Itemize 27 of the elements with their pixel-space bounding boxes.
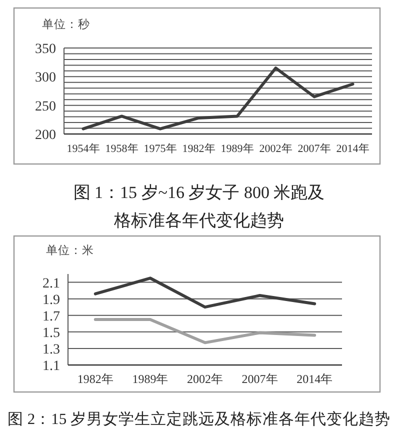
y-tick-label: 1.5 [42, 326, 60, 341]
y-tick-label: 350 [35, 42, 56, 57]
x-tick-label: 2014年 [336, 143, 370, 155]
text: 图 2：15 岁男女学生立定跳远及格标准各年代变化趋势 [6, 410, 392, 430]
y-axis-title: 单位：秒 [42, 18, 90, 31]
text: 图 1：15 岁~16 岁女子 800 米跑及格标准各年代变化趋势 [72, 182, 326, 232]
x-tick-label: 2002年 [187, 372, 223, 386]
y-tick-label: 2.1 [42, 276, 60, 292]
y-tick-label: 1.1 [42, 359, 60, 374]
y-tick-label: 1.7 [42, 309, 60, 324]
x-tick-label: 1958年 [105, 143, 138, 155]
y-tick-label: 300 [35, 70, 56, 86]
y-tick-label: 200 [35, 128, 56, 143]
x-tick-label: 1982年 [182, 143, 216, 155]
x-tick-label: 1989年 [220, 143, 254, 155]
y-tick-label: 1.3 [42, 342, 60, 358]
x-tick-label: 2007年 [242, 372, 278, 386]
x-tick-label: 1982年 [77, 372, 114, 386]
y-tick-label: 250 [35, 99, 56, 114]
x-tick-label: 1989年 [132, 372, 168, 386]
x-tick-label: 2007年 [298, 143, 331, 155]
y-axis-title: 单位：米 [46, 244, 94, 257]
y-tick-label: 1.9 [42, 292, 60, 308]
x-tick-label: 1975年 [144, 143, 177, 155]
x-tick-label: 2002年 [259, 143, 292, 155]
x-tick-label: 2014年 [296, 372, 333, 386]
x-tick-label: 1954年 [66, 143, 100, 155]
